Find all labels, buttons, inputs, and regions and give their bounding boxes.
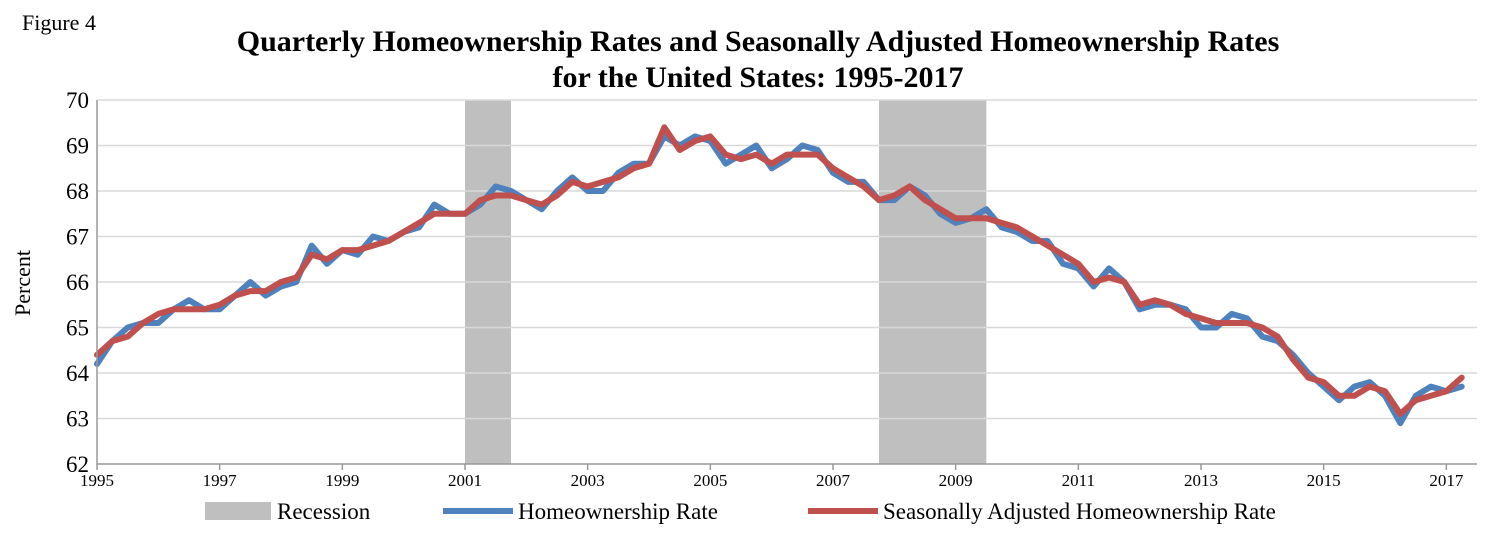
seasonally-adjusted-line bbox=[94, 124, 1465, 417]
x-tick-label-2005: 2005 bbox=[693, 471, 727, 490]
x-tick-label-2009: 2009 bbox=[939, 471, 973, 490]
y-tick-label-63: 63 bbox=[66, 407, 89, 432]
x-tick-label-2011: 2011 bbox=[1062, 471, 1095, 490]
y-tick-label-65: 65 bbox=[66, 316, 89, 341]
grid-layer bbox=[97, 99, 1477, 420]
x-tick-label-2015: 2015 bbox=[1307, 471, 1341, 490]
y-tick-label-69: 69 bbox=[66, 134, 89, 159]
x-tick-label-2017: 2017 bbox=[1429, 471, 1464, 490]
legend: Recession Homeownership Rate Seasonally … bbox=[205, 499, 1276, 524]
legend-label-homeownership: Homeownership Rate bbox=[518, 499, 718, 524]
x-tick-label-1999: 1999 bbox=[325, 471, 359, 490]
chart-title: Quarterly Homeownership Rates and Season… bbox=[0, 24, 1498, 96]
chart-title-line2: for the United States: 1995-2017 bbox=[552, 61, 964, 94]
chart-title-line1: Quarterly Homeownership Rates and Season… bbox=[236, 25, 1280, 58]
figure-label: Figure 4 bbox=[22, 10, 96, 35]
y-tick-label-70: 70 bbox=[66, 88, 89, 113]
x-tick-label-2013: 2013 bbox=[1184, 471, 1218, 490]
y-tick-label-64: 64 bbox=[66, 361, 90, 386]
legend-swatch-recession bbox=[205, 502, 271, 520]
y-tick-label-68: 68 bbox=[66, 179, 89, 204]
x-tick-label-2007: 2007 bbox=[816, 471, 851, 490]
x-tick-label-1995: 1995 bbox=[80, 471, 114, 490]
y-axis-label: Percent bbox=[10, 250, 35, 316]
x-tick-label-2003: 2003 bbox=[571, 471, 605, 490]
x-tick-label-2001: 2001 bbox=[448, 471, 482, 490]
homeownership-rate-line bbox=[94, 133, 1465, 427]
axis-layer: 62 63 64 65 66 67 68 69 70 1995 1997 1999 2001 2003 20… bbox=[66, 88, 1477, 490]
y-tick-label-66: 66 bbox=[66, 270, 89, 295]
series-layer bbox=[94, 124, 1465, 427]
legend-label-seasonal: Seasonally Adjusted Homeownership Rate bbox=[883, 499, 1276, 524]
y-tick-label-62: 62 bbox=[66, 452, 89, 477]
x-tick-label-1997: 1997 bbox=[203, 471, 238, 490]
legend-label-recession: Recession bbox=[277, 499, 371, 524]
y-tick-label-67: 67 bbox=[66, 225, 89, 250]
